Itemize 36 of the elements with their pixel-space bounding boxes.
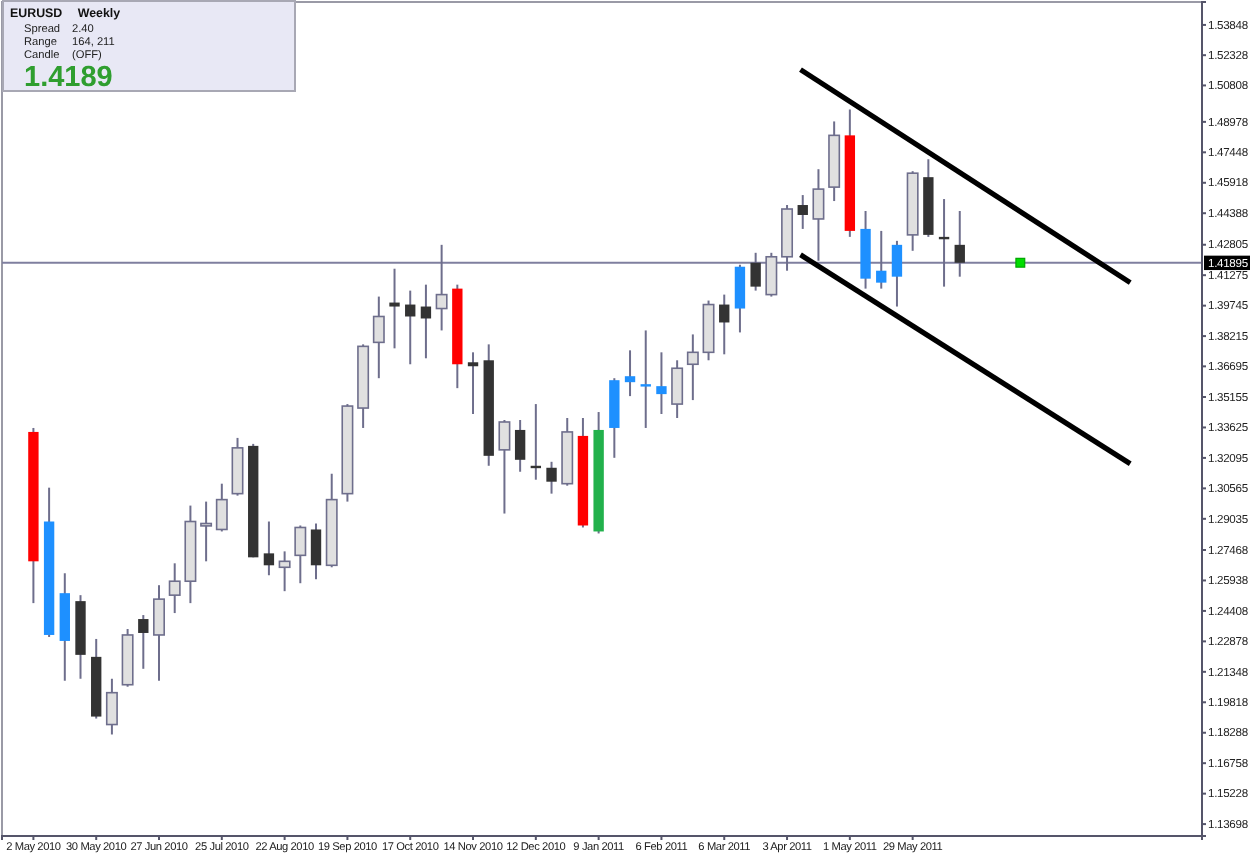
candlestick — [656, 351, 667, 416]
candlestick — [231, 436, 244, 497]
candlestick — [954, 210, 965, 278]
candlestick — [812, 168, 825, 262]
candlestick — [765, 251, 778, 298]
candlestick — [734, 263, 746, 334]
candlestick — [389, 267, 400, 350]
candlestick — [59, 572, 70, 682]
candlestick — [105, 677, 118, 736]
candlestick — [310, 522, 322, 581]
candlestick — [514, 419, 526, 473]
candlestick — [686, 333, 699, 402]
candlestick — [671, 359, 684, 419]
candlestick — [435, 243, 448, 332]
candlestick — [719, 293, 730, 356]
candlestick — [467, 351, 479, 416]
annotation: 1.4189 — [24, 62, 113, 94]
candlestick — [546, 460, 557, 495]
candlestick — [876, 229, 887, 290]
candlestick — [797, 194, 808, 230]
candlestick — [702, 299, 715, 362]
candlestick — [781, 204, 794, 272]
candlestick — [200, 500, 213, 563]
candlestick — [294, 524, 307, 585]
candlestick — [372, 295, 385, 380]
candlestick — [609, 377, 620, 459]
candlestick — [263, 520, 275, 577]
candlestick — [498, 419, 511, 515]
candlestick — [624, 349, 636, 398]
candlestick — [891, 239, 903, 308]
candlestick — [138, 614, 149, 670]
candlestick — [278, 550, 291, 593]
candlestick — [640, 329, 651, 429]
candlestick — [750, 251, 761, 292]
candlestick — [215, 482, 228, 533]
candlestick — [153, 584, 165, 682]
